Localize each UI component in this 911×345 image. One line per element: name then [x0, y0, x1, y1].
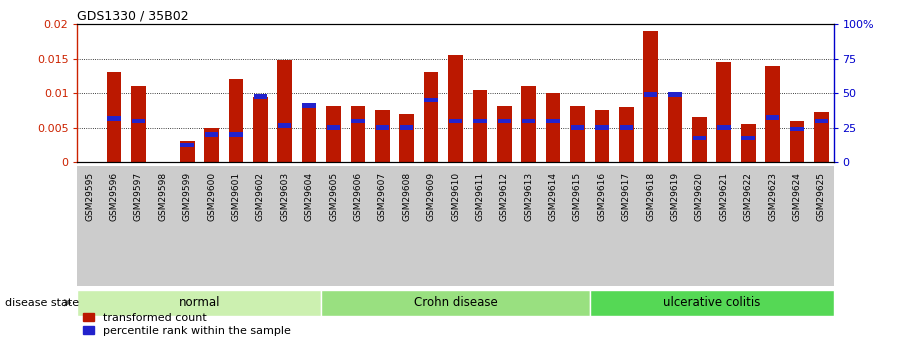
Bar: [619, 107, 633, 162]
Text: GSM29601: GSM29601: [231, 171, 241, 221]
Text: ulcerative colitis: ulcerative colitis: [663, 296, 761, 309]
Bar: [326, 106, 341, 162]
Text: GSM29600: GSM29600: [207, 171, 216, 221]
Bar: [230, 132, 242, 137]
Bar: [351, 106, 365, 162]
Bar: [229, 79, 243, 162]
Bar: [814, 118, 828, 123]
Text: GSM29618: GSM29618: [646, 171, 655, 221]
Bar: [668, 93, 682, 162]
Bar: [595, 125, 609, 130]
Bar: [352, 118, 364, 123]
Bar: [132, 118, 145, 123]
Text: GSM29595: GSM29595: [85, 171, 94, 221]
Bar: [547, 118, 559, 123]
Bar: [669, 92, 681, 97]
Bar: [253, 97, 268, 162]
Bar: [692, 117, 707, 162]
Bar: [643, 31, 658, 162]
Text: GSM29621: GSM29621: [720, 171, 728, 221]
Text: GSM29616: GSM29616: [598, 171, 607, 221]
Text: GSM29620: GSM29620: [695, 171, 704, 221]
Bar: [589, 290, 834, 316]
Bar: [448, 55, 463, 162]
Bar: [322, 290, 589, 316]
Bar: [473, 118, 486, 123]
Bar: [716, 62, 732, 162]
Bar: [790, 121, 804, 162]
Text: GSM29613: GSM29613: [524, 171, 533, 221]
Text: GSM29606: GSM29606: [353, 171, 363, 221]
Legend: transformed count, percentile rank within the sample: transformed count, percentile rank withi…: [83, 313, 291, 336]
Bar: [765, 66, 780, 162]
Text: GSM29614: GSM29614: [548, 171, 558, 221]
Text: GSM29615: GSM29615: [573, 171, 582, 221]
Bar: [302, 104, 316, 162]
Bar: [180, 142, 194, 147]
Bar: [619, 125, 633, 130]
Text: GSM29619: GSM29619: [670, 171, 680, 221]
Text: GSM29598: GSM29598: [159, 171, 168, 221]
Bar: [814, 112, 829, 162]
Bar: [107, 116, 121, 121]
Bar: [375, 125, 389, 130]
Bar: [205, 132, 219, 137]
Text: GSM29596: GSM29596: [109, 171, 118, 221]
Bar: [131, 86, 146, 162]
Bar: [546, 93, 560, 162]
Bar: [790, 127, 804, 131]
Bar: [107, 72, 121, 162]
Bar: [375, 110, 390, 162]
Text: GSM29617: GSM29617: [621, 171, 630, 221]
Text: disease state: disease state: [5, 298, 78, 308]
Bar: [644, 92, 658, 97]
Text: GSM29605: GSM29605: [329, 171, 338, 221]
Bar: [692, 136, 706, 140]
Text: GSM29608: GSM29608: [403, 171, 411, 221]
Bar: [204, 128, 219, 162]
Text: GSM29611: GSM29611: [476, 171, 485, 221]
Text: GSM29624: GSM29624: [793, 171, 802, 220]
Bar: [425, 98, 438, 102]
Text: GSM29599: GSM29599: [183, 171, 191, 221]
Bar: [473, 90, 487, 162]
Bar: [741, 124, 755, 162]
Bar: [327, 125, 341, 130]
Bar: [497, 118, 511, 123]
Bar: [717, 125, 731, 130]
Text: GSM29603: GSM29603: [281, 171, 290, 221]
Text: GSM29623: GSM29623: [768, 171, 777, 221]
Bar: [278, 124, 292, 128]
Bar: [253, 94, 267, 99]
Bar: [77, 290, 322, 316]
Bar: [742, 136, 755, 140]
Bar: [570, 125, 584, 130]
Text: GSM29610: GSM29610: [451, 171, 460, 221]
Text: GSM29597: GSM29597: [134, 171, 143, 221]
Text: normal: normal: [179, 296, 220, 309]
Text: GSM29612: GSM29612: [500, 171, 508, 221]
Bar: [570, 106, 585, 162]
Bar: [302, 104, 316, 108]
Text: GDS1330 / 35B02: GDS1330 / 35B02: [77, 10, 189, 23]
Text: GSM29609: GSM29609: [426, 171, 435, 221]
Bar: [497, 106, 512, 162]
Text: GSM29602: GSM29602: [256, 171, 265, 221]
Bar: [522, 118, 536, 123]
Bar: [179, 141, 195, 162]
Text: GSM29604: GSM29604: [304, 171, 313, 221]
Text: Crohn disease: Crohn disease: [414, 296, 497, 309]
Bar: [521, 86, 536, 162]
Text: GSM29607: GSM29607: [378, 171, 387, 221]
Bar: [400, 125, 414, 130]
Bar: [278, 60, 292, 162]
Bar: [449, 118, 462, 123]
Bar: [595, 110, 609, 162]
Text: GSM29622: GSM29622: [743, 171, 752, 220]
Bar: [424, 72, 438, 162]
Bar: [399, 114, 414, 162]
Bar: [766, 115, 779, 119]
Text: GSM29625: GSM29625: [817, 171, 826, 221]
